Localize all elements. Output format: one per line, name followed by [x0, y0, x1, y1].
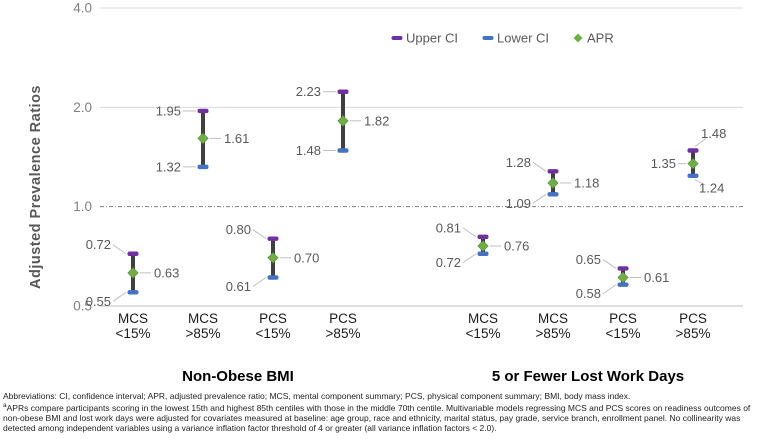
- lower-ci-marker: [337, 148, 349, 153]
- category-label-line2: >85%: [326, 326, 361, 341]
- category-label-line2: <15%: [116, 326, 151, 341]
- figure-footnote: Abbreviations: CI, confidence interval; …: [3, 391, 757, 434]
- lower-ci-label: 1.48: [296, 143, 321, 158]
- lower-ci-label: 0.61: [226, 279, 251, 294]
- lower-ci-label: 0.58: [576, 286, 601, 301]
- footnote-note: aAPRs compare participants scoring in th…: [3, 401, 757, 434]
- upper-ci-label: 1.95: [156, 103, 181, 118]
- lower-ci-label: 1.09: [506, 196, 531, 211]
- y-axis-title: Adjusted Prevalence Ratios: [28, 85, 44, 289]
- upper-ci-label: 2.23: [296, 84, 321, 99]
- apr-marker: [337, 115, 349, 127]
- upper-ci-label: 1.48: [701, 126, 726, 141]
- upper-ci-label: 0.65: [576, 252, 601, 267]
- apr-label: 0.63: [154, 265, 179, 280]
- upper-ci-label: 1.28: [506, 155, 531, 170]
- lower-ci-label: 0.55: [86, 294, 111, 309]
- category-label-line1: PCS: [679, 311, 707, 326]
- dash-icon: [482, 36, 494, 40]
- category-label-line1: PCS: [609, 311, 637, 326]
- leader-line: [602, 258, 617, 269]
- category-label-line2: <15%: [606, 326, 641, 341]
- group-label: 5 or Fewer Lost Work Days: [492, 368, 684, 385]
- group-label: Non-Obese BMI: [182, 368, 294, 385]
- apr-marker: [127, 267, 139, 279]
- lower-ci-marker: [617, 282, 629, 287]
- lower-ci-label: 0.72: [436, 255, 461, 270]
- apr-label: 0.70: [294, 250, 319, 265]
- footnote-superscript-a: a: [3, 401, 7, 409]
- leader-line: [532, 161, 547, 172]
- leader-line: [252, 277, 267, 287]
- lower-ci-marker: [687, 173, 699, 179]
- lower-ci-label: 1.32: [156, 159, 181, 174]
- apr-label: 1.82: [364, 113, 389, 128]
- category-label-line2: >85%: [676, 326, 711, 341]
- leader-line: [462, 253, 477, 264]
- upper-ci-marker: [127, 251, 139, 256]
- y-tick-label: 4.0: [73, 1, 92, 16]
- upper-ci-marker: [197, 108, 209, 114]
- category-label-line2: >85%: [536, 326, 571, 341]
- leader-line: [112, 244, 127, 255]
- category-label-line1: PCS: [259, 311, 287, 326]
- leader-line: [252, 229, 267, 240]
- upper-ci-marker: [547, 169, 559, 174]
- category-label-line2: <15%: [466, 326, 501, 341]
- category-label-line1: MCS: [188, 311, 218, 326]
- legend-label: APR: [587, 31, 614, 46]
- legend-label: Lower CI: [497, 31, 549, 46]
- apr-marker: [477, 240, 489, 252]
- category-label-line2: >85%: [186, 326, 221, 341]
- legend-label: Upper CI: [406, 31, 458, 46]
- upper-ci-label: 0.72: [86, 237, 111, 252]
- footnote-abbreviations: Abbreviations: CI, confidence interval; …: [3, 391, 631, 401]
- apr-marker: [267, 252, 279, 264]
- leader-line: [462, 227, 477, 238]
- apr-marker: [547, 177, 559, 189]
- apr-label: 1.35: [651, 156, 676, 171]
- footnote-note-text: APRs compare participants scoring in the…: [3, 402, 751, 434]
- category-label-line1: MCS: [468, 311, 498, 326]
- leader-line: [602, 284, 617, 295]
- dash-icon: [391, 36, 403, 40]
- y-tick-label: 2.0: [73, 100, 92, 115]
- leader-line: [694, 138, 707, 147]
- upper-ci-marker: [267, 236, 279, 241]
- apr-label: 0.61: [644, 270, 669, 285]
- lower-ci-marker: [547, 192, 559, 197]
- upper-ci-marker: [617, 266, 629, 271]
- category-label-line1: MCS: [118, 311, 148, 326]
- apr-label: 1.61: [224, 131, 249, 146]
- category-label-line1: PCS: [329, 311, 357, 326]
- diamond-icon: [573, 33, 583, 43]
- upper-ci-marker: [687, 148, 699, 153]
- apr-error-bar-chart: 0.5 1.0 2.0 4.0 Adjusted Prevalence Ratios Up…: [28, 1, 743, 385]
- upper-ci-label: 0.81: [436, 220, 461, 235]
- leader-line: [532, 193, 547, 204]
- lower-ci-marker: [267, 275, 279, 280]
- apr-marker: [687, 158, 699, 170]
- y-tick-label: 1.0: [73, 199, 92, 214]
- apr-marker: [617, 271, 629, 284]
- apr-label: 0.76: [504, 238, 529, 253]
- lower-ci-label: 1.24: [699, 180, 724, 195]
- upper-ci-marker: [477, 234, 489, 240]
- lower-ci-marker: [477, 251, 489, 256]
- category-label-line2: <15%: [256, 326, 291, 341]
- upper-ci-label: 0.80: [226, 222, 251, 237]
- apr-label: 1.18: [574, 175, 599, 190]
- apr-marker: [197, 132, 209, 145]
- category-label-line1: MCS: [538, 311, 568, 326]
- leader-line: [112, 291, 127, 302]
- lower-ci-marker: [197, 164, 209, 170]
- upper-ci-marker: [337, 89, 349, 94]
- leader-line: [694, 179, 706, 186]
- lower-ci-marker: [127, 290, 139, 295]
- y-tick-label: 0.5: [73, 299, 92, 314]
